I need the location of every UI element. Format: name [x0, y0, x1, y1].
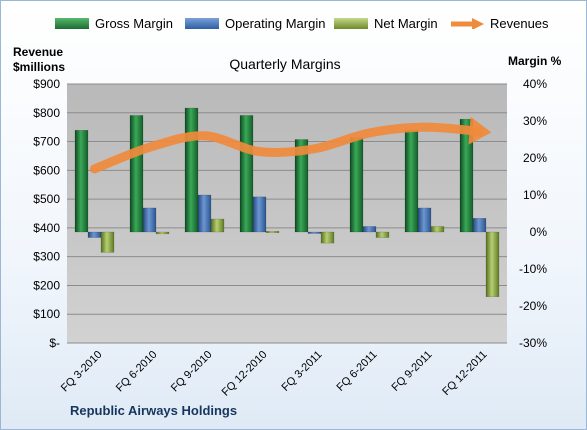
left-tick-label-3: $300: [33, 250, 60, 264]
right-tick-label-7: 40%: [523, 77, 547, 91]
net-margin-bar-2: [210, 218, 225, 233]
category-label-2: FQ 9-2010: [169, 349, 215, 395]
operating-margin-bar-4: [307, 231, 322, 234]
revenues-line: [90, 122, 484, 174]
legend-revenues-label: Revenues: [490, 16, 549, 31]
left-tick-label-9: $900: [33, 77, 60, 91]
right-tick-label-6: 30%: [523, 114, 547, 128]
net-margin-bar-4: [320, 231, 335, 244]
net-margin-bar-1: [155, 231, 170, 235]
category-label-0: FQ 3-2010: [59, 349, 105, 395]
right-tick-label-3: 0%: [530, 225, 548, 239]
operating-margin-bar-5: [362, 226, 377, 233]
gross-margin-bar-2: [184, 107, 199, 233]
operating-margin-bar-3: [252, 196, 267, 233]
right-tick-label-5: 20%: [523, 151, 547, 165]
chart-legend: Gross Margin Operating Margin Net Margin…: [0, 15, 587, 35]
net-margin-bar-5: [375, 231, 390, 238]
left-tick-label-7: $700: [33, 135, 60, 149]
gross-margin-bar-4: [294, 139, 309, 233]
left-axis-title-line2: $millions: [13, 60, 66, 74]
legend-operating-label: Operating Margin: [225, 16, 326, 31]
legend-revenues-arrow-icon: [451, 18, 484, 29]
gross-margin-bar-5: [349, 137, 364, 233]
right-tick-label-2: -10%: [519, 262, 547, 276]
net-margin-bar-3: [265, 231, 280, 234]
left-axis-title: Revenue $millions: [13, 45, 65, 75]
left-tick-label-8: $800: [33, 106, 60, 120]
left-axis-title-line1: Revenue: [13, 45, 64, 59]
right-tick-label-0: -30%: [519, 336, 547, 350]
gross-margin-bar-7: [459, 118, 474, 233]
company-name: Republic Airways Holdings: [70, 403, 238, 418]
net-margin-bar-0: [100, 231, 115, 253]
category-label-7: FQ 12-2011: [440, 349, 489, 398]
category-label-5: FQ 6-2011: [335, 349, 380, 394]
left-tick-label-6: $600: [33, 163, 60, 177]
category-label-1: FQ 6-2010: [114, 349, 160, 395]
category-label-4: FQ 3-2011: [280, 349, 325, 394]
category-label-3: FQ 12-2010: [220, 349, 270, 399]
legend-gross-swatch: [55, 18, 89, 29]
right-tick-label-4: 10%: [523, 188, 547, 202]
operating-margin-bar-0: [87, 231, 102, 238]
operating-margin-bar-7: [472, 218, 487, 233]
gross-margin-bar-6: [404, 130, 419, 233]
operating-margin-bar-2: [197, 194, 212, 233]
left-tick-label-4: $400: [33, 221, 60, 235]
right-tick-label-1: -20%: [519, 299, 547, 313]
legend-operating-swatch: [185, 18, 219, 29]
left-tick-label-1: $100: [33, 307, 60, 321]
left-tick-label-2: $200: [33, 278, 60, 292]
right-axis-title: Margin %: [508, 54, 562, 68]
legend-net-label: Net Margin: [374, 16, 438, 31]
gross-margin-bar-0: [74, 130, 89, 233]
gross-margin-bar-1: [129, 115, 144, 233]
chart-title: Quarterly Margins: [229, 56, 341, 72]
operating-margin-bar-6: [417, 207, 432, 233]
left-tick-label-0: $-: [49, 336, 60, 350]
legend-gross-label: Gross Margin: [95, 16, 174, 31]
operating-margin-bar-1: [142, 207, 157, 233]
category-label-6: FQ 9-2011: [390, 349, 435, 394]
net-margin-bar-6: [430, 226, 445, 233]
legend-net-swatch: [334, 18, 368, 29]
net-margin-bar-7: [485, 231, 500, 297]
revenues-arrow-head: [468, 116, 492, 145]
left-tick-label-5: $500: [33, 192, 60, 206]
gross-margin-bar-3: [239, 115, 254, 233]
